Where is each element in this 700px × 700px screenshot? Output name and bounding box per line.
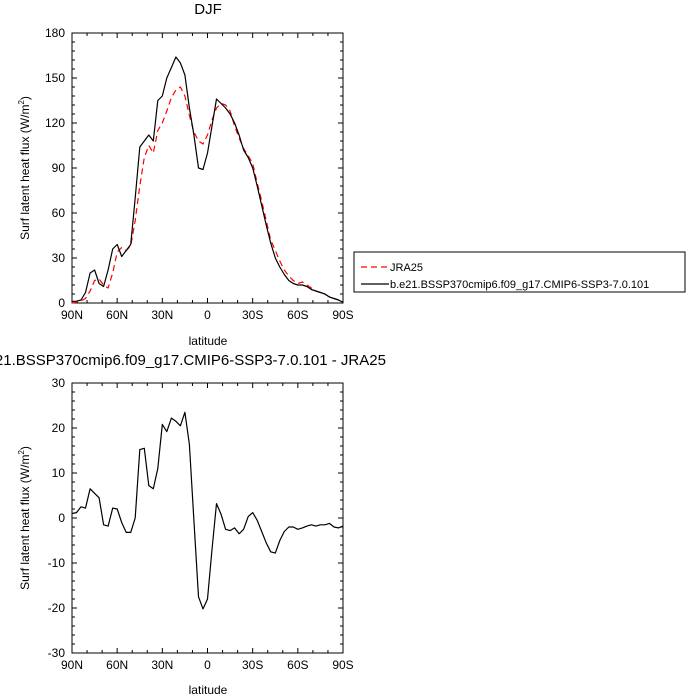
bottom-y-tick-label: -10: [48, 556, 66, 570]
top-x-tick-label: 60N: [106, 308, 128, 322]
top-x-tick-label: 90S: [332, 308, 353, 322]
bottom-x-axis-label: latitude: [189, 683, 228, 697]
bottom-y-tick-label: -20: [48, 601, 66, 615]
legend-label-model: b.e21.BSSP370cmip6.f09_g17.CMIP6-SSP3-7.…: [390, 279, 649, 291]
bottom-panel: b.e21.BSSP370cmip6.f09_g17.CMIP6-SSP3-7.…: [0, 352, 386, 697]
top-panel: DJF 90N 60N 30N 0 30S 60S 90S 0 30 60 90 120 150 180…: [17, 1, 686, 348]
bottom-y-tick-label: 20: [52, 421, 66, 435]
bottom-y-axis-label-main: Surf latent heat flux (W/m: [18, 455, 32, 590]
top-y-tick-label: 120: [45, 116, 65, 130]
top-y-tick-label: 60: [52, 206, 66, 220]
bottom-plot-frame: [71, 382, 344, 654]
top-y-tick-label: 30: [52, 251, 66, 265]
legend-box: [353, 251, 686, 293]
top-x-tick-label: 30N: [151, 308, 173, 322]
top-x-tick-label: 90N: [61, 308, 83, 322]
top-y-tick-label: 0: [58, 296, 65, 310]
top-y-axis-label-main: Surf latent heat flux (W/m: [18, 105, 32, 240]
bottom-series-lines: [71, 411, 344, 610]
bottom-y-tick-label: -30: [48, 646, 66, 660]
bottom-y-axis-label-sup: 2: [17, 450, 26, 455]
top-chart-title: DJF: [194, 1, 222, 18]
top-series-lines: [71, 56, 344, 304]
top-y-ticks: 0 30 60 90 120 150 180: [45, 26, 343, 310]
bottom-x-tick-label: 90N: [61, 658, 83, 672]
top-y-tick-label: 180: [45, 26, 65, 40]
bottom-y-ticks: -30 -20 -10 0 10 20 30: [48, 376, 343, 660]
top-y-axis-label-end: ): [18, 96, 32, 100]
bottom-x-tick-label: 0: [204, 658, 211, 672]
legend-label-jra25: JRA25: [390, 262, 423, 274]
top-plot-frame: [71, 32, 344, 304]
top-x-tick-label: 30S: [242, 308, 263, 322]
legend: JRA25 b.e21.BSSP370cmip6.f09_g17.CMIP6-S…: [353, 251, 686, 293]
top-x-tick-label: 60S: [287, 308, 308, 322]
bottom-y-tick-label: 30: [52, 376, 66, 390]
bottom-chart-title: b.e21.BSSP370cmip6.f09_g17.CMIP6-SSP3-7.…: [0, 352, 386, 369]
top-x-tick-label: 0: [204, 308, 211, 322]
bottom-x-tick-label: 30N: [151, 658, 173, 672]
bottom-x-tick-label: 30S: [242, 658, 263, 672]
bottom-y-tick-label: 10: [52, 466, 66, 480]
bottom-series-line-0: [71, 411, 344, 610]
top-x-axis-label: latitude: [189, 334, 228, 348]
bottom-x-tick-label: 90S: [332, 658, 353, 672]
top-y-tick-label: 150: [45, 71, 65, 85]
top-y-axis-label: Surf latent heat flux (W/m2): [17, 96, 32, 240]
top-series-line-1: [71, 56, 344, 303]
bottom-y-tick-label: 0: [58, 511, 65, 525]
top-y-tick-label: 90: [52, 161, 66, 175]
top-x-ticks: 90N 60N 30N 0 30S 60S 90S: [61, 33, 354, 322]
bottom-x-ticks: 90N 60N 30N 0 30S 60S 90S: [61, 383, 354, 672]
bottom-y-axis-label: Surf latent heat flux (W/m2): [17, 446, 32, 590]
bottom-y-axis-label-end: ): [18, 446, 32, 450]
bottom-x-tick-label: 60N: [106, 658, 128, 672]
top-series-line-0: [71, 86, 344, 304]
top-y-axis-label-sup: 2: [17, 100, 26, 105]
bottom-x-tick-label: 60S: [287, 658, 308, 672]
